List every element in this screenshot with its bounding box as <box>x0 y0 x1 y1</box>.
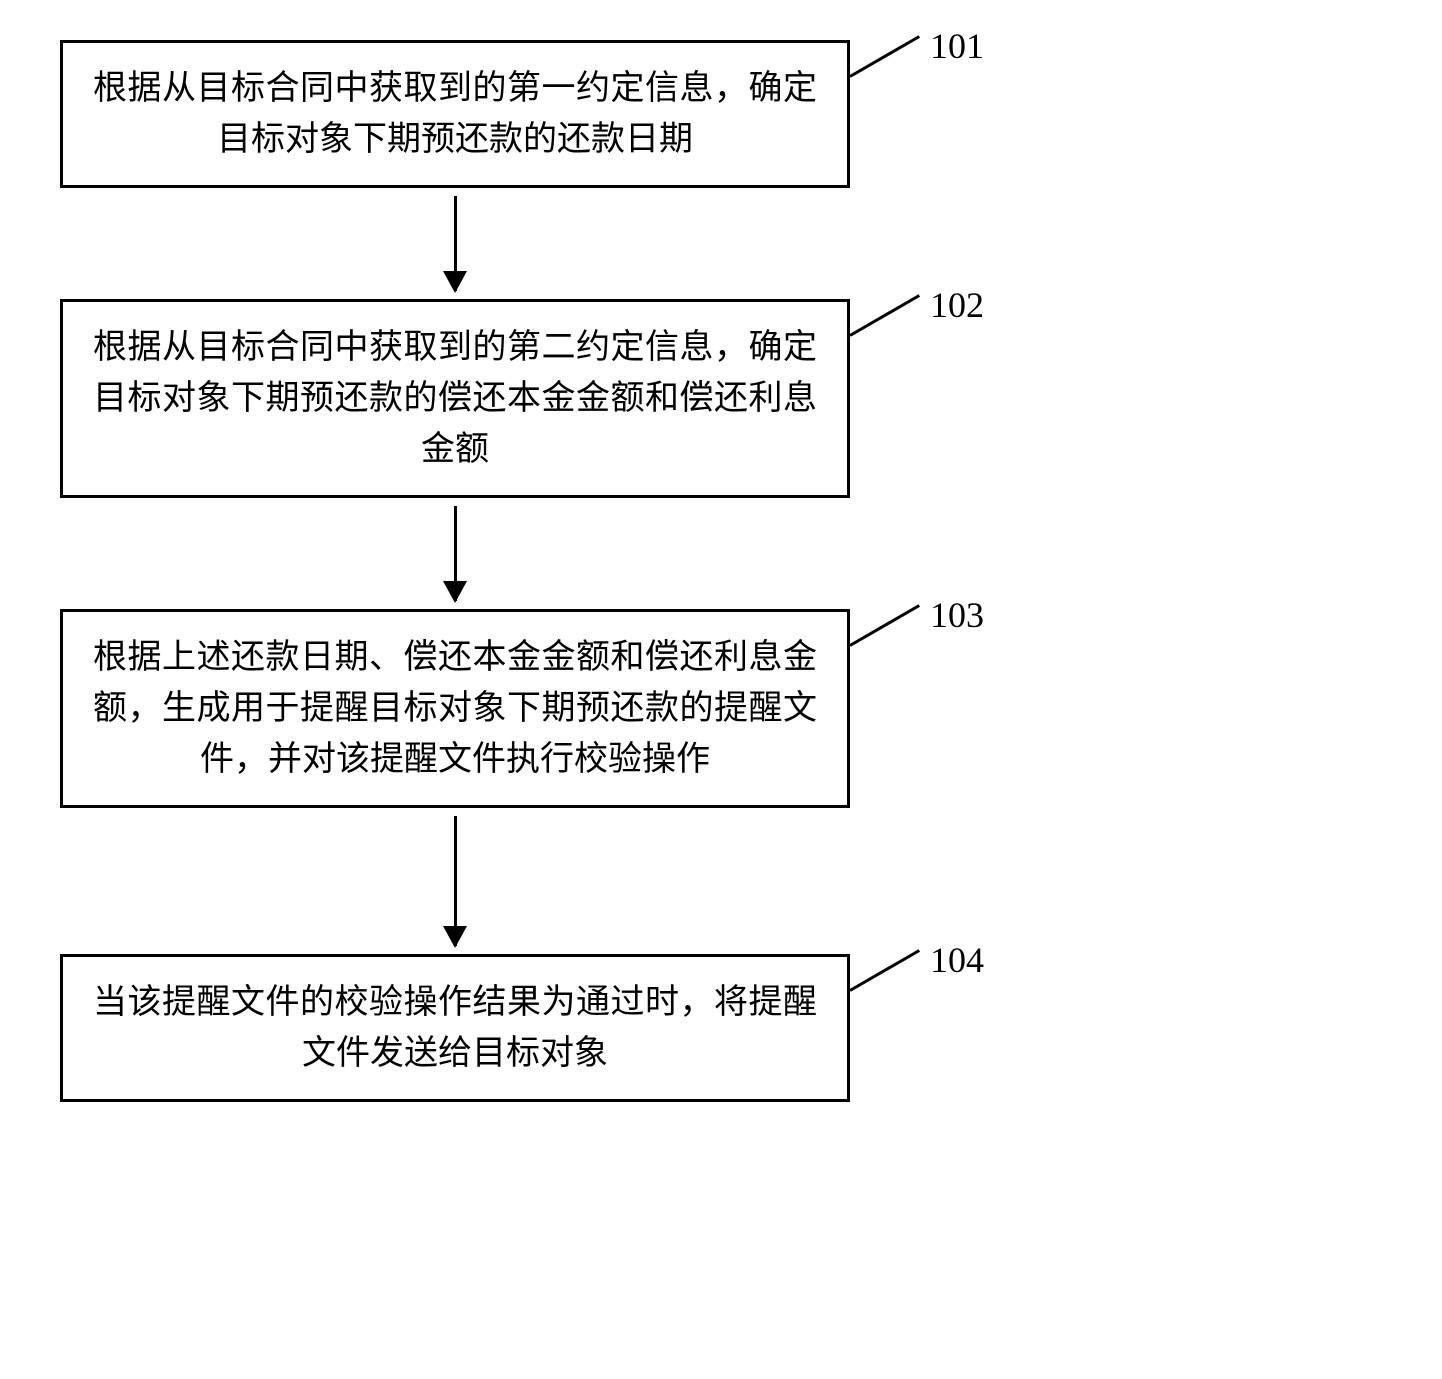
flow-node-row: 根据上述还款日期、偿还本金金额和偿还利息金额，生成用于提醒目标对象下期预还款的提… <box>60 609 1160 808</box>
flow-arrow <box>60 808 850 954</box>
node-label: 104 <box>930 939 984 981</box>
node-label: 102 <box>930 284 984 326</box>
flowchart-container: 根据从目标合同中获取到的第一约定信息，确定目标对象下期预还款的还款日期 101 … <box>60 40 1160 1102</box>
connector-line <box>849 604 920 647</box>
arrow-line-icon <box>454 506 457 601</box>
flow-arrow <box>60 188 850 299</box>
node-label-connector: 103 <box>850 614 984 647</box>
flow-node-104: 当该提醒文件的校验操作结果为通过时，将提醒文件发送给目标对象 <box>60 954 850 1102</box>
arrow-line-icon <box>454 816 457 946</box>
flow-node-102: 根据从目标合同中获取到的第二约定信息，确定目标对象下期预还款的偿还本金金额和偿还… <box>60 299 850 498</box>
node-label: 103 <box>930 594 984 636</box>
flow-node-101: 根据从目标合同中获取到的第一约定信息，确定目标对象下期预还款的还款日期 <box>60 40 850 188</box>
connector-line <box>849 294 920 337</box>
flow-arrow <box>60 498 850 609</box>
flow-node-text: 根据从目标合同中获取到的第二约定信息，确定目标对象下期预还款的偿还本金金额和偿还… <box>93 322 817 475</box>
flow-node-text: 根据上述还款日期、偿还本金金额和偿还利息金额，生成用于提醒目标对象下期预还款的提… <box>93 632 817 785</box>
flow-node-text: 当该提醒文件的校验操作结果为通过时，将提醒文件发送给目标对象 <box>93 977 817 1079</box>
connector-line <box>849 35 920 78</box>
node-label-connector: 102 <box>850 304 984 337</box>
node-label: 101 <box>930 25 984 67</box>
flow-node-text: 根据从目标合同中获取到的第一约定信息，确定目标对象下期预还款的还款日期 <box>93 63 817 165</box>
flow-node-row: 当该提醒文件的校验操作结果为通过时，将提醒文件发送给目标对象 104 <box>60 954 1160 1102</box>
flow-node-row: 根据从目标合同中获取到的第二约定信息，确定目标对象下期预还款的偿还本金金额和偿还… <box>60 299 1160 498</box>
connector-line <box>849 949 920 992</box>
node-label-connector: 104 <box>850 959 984 992</box>
flow-node-row: 根据从目标合同中获取到的第一约定信息，确定目标对象下期预还款的还款日期 101 <box>60 40 1160 188</box>
node-label-connector: 101 <box>850 45 984 78</box>
flow-node-103: 根据上述还款日期、偿还本金金额和偿还利息金额，生成用于提醒目标对象下期预还款的提… <box>60 609 850 808</box>
arrow-line-icon <box>454 196 457 291</box>
